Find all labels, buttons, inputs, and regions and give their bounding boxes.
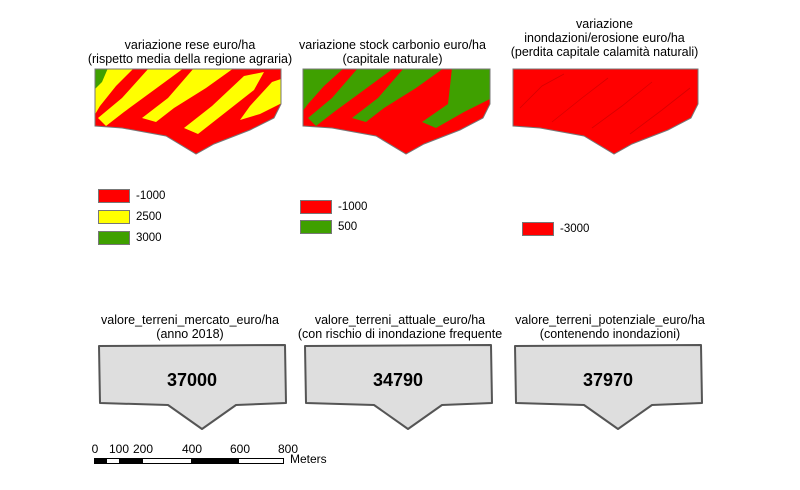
value-map3-title-line2: (contenendo inondazioni)	[539, 327, 681, 341]
map2-legend-label-2: 500	[338, 221, 358, 233]
scalebar-tick-800: 800	[277, 442, 299, 456]
map1-legend-swatch-2	[98, 210, 130, 224]
value-map3-title-line1: valore_terreni_potenziale_euro/ha	[515, 313, 705, 327]
value-map3-shape	[514, 344, 703, 430]
scalebar-seg-2	[119, 459, 143, 463]
map3-title-line2: inondazioni/erosione euro/ha	[524, 31, 685, 45]
map1-yellow-band-4	[184, 72, 264, 134]
scalebar-tick-400: 400	[181, 442, 203, 456]
map3-legend-label-1: -3000	[560, 223, 590, 235]
map2-title-line2: (capitale naturale)	[342, 52, 443, 66]
value-map1-title-line1: valore_terreni_mercato_euro/ha	[101, 313, 279, 327]
map1-legend-label-3: 3000	[136, 232, 162, 244]
scalebar-seg-1	[95, 459, 107, 463]
value-map2-title-line1: valore_terreni_attuale_euro/ha	[314, 313, 486, 327]
value-map2-shape	[304, 344, 493, 430]
map2-legend-label-1: -1000	[338, 201, 368, 213]
map1-yellow-band-1	[95, 69, 134, 116]
map1-title-line2: (rispetto media della regione agraria)	[87, 52, 293, 66]
map1-green-patch	[95, 69, 108, 90]
scalebar-tick-0: 0	[91, 442, 99, 456]
value-map1-market: 37000	[98, 344, 287, 430]
map2-title: variazione stock carbonio euro/ha (capit…	[290, 38, 495, 66]
value-map1-shape	[98, 344, 287, 430]
value-map3-value: 37970	[583, 370, 633, 390]
map2-green-band-2	[308, 69, 394, 126]
map3-red-base	[512, 68, 699, 155]
scalebar-tick-100: 100	[108, 442, 130, 456]
value-map1-title: valore_terreni_mercato_euro/ha (anno 201…	[85, 313, 295, 341]
value-map2-title: valore_terreni_attuale_euro/ha (con risc…	[290, 313, 510, 341]
map2-legend-swatch-1	[300, 200, 332, 214]
value-map2-title-line2: (con rischio di inondazione frequente	[297, 327, 503, 341]
scalebar	[94, 458, 284, 464]
map3-legend-swatch-1	[522, 222, 554, 236]
map1-yellow-band-2	[98, 69, 184, 126]
map1-title-line1: variazione rese euro/ha	[124, 38, 256, 52]
map3-title-line1: variazione	[576, 17, 633, 31]
map1-title: variazione rese euro/ha (rispetto media …	[85, 38, 295, 66]
scalebar-tick-200: 200	[132, 442, 154, 456]
map1-legend-swatch-3	[98, 231, 130, 245]
scalebar-units: Meters	[290, 452, 327, 466]
value-map3-title: valore_terreni_potenziale_euro/ha (conte…	[505, 313, 715, 341]
map1-yellow-band-3	[142, 69, 234, 122]
map2-green-band-1	[303, 69, 344, 112]
map2-green-band-4	[422, 69, 490, 128]
map2-legend-swatch-2	[300, 220, 332, 234]
map2-carbon-stock	[302, 68, 491, 155]
map1-legend-label-1: -1000	[136, 190, 166, 202]
scalebar-tick-600: 600	[229, 442, 251, 456]
value-map1-title-line2: (anno 2018)	[156, 327, 224, 341]
value-map1-value: 37000	[167, 370, 217, 390]
map1-legend-swatch-1	[98, 189, 130, 203]
map3-title-line3: (perdita capitale calamità naturali)	[510, 45, 699, 59]
map3-flood-erosion	[512, 68, 699, 155]
map1-yellow-band-5	[240, 78, 281, 120]
value-map2-value: 34790	[373, 370, 423, 390]
map2-title-line1: variazione stock carbonio euro/ha	[299, 38, 486, 52]
value-map2-current: 34790	[304, 344, 493, 430]
map1-yield-variation	[94, 68, 282, 155]
map1-legend-label-2: 2500	[136, 211, 162, 223]
scalebar-seg-3	[191, 459, 239, 463]
value-map3-potential: 37970	[514, 344, 703, 430]
map3-title: variazione inondazioni/erosione euro/ha …	[502, 17, 707, 59]
map2-green-band-3	[352, 69, 444, 122]
